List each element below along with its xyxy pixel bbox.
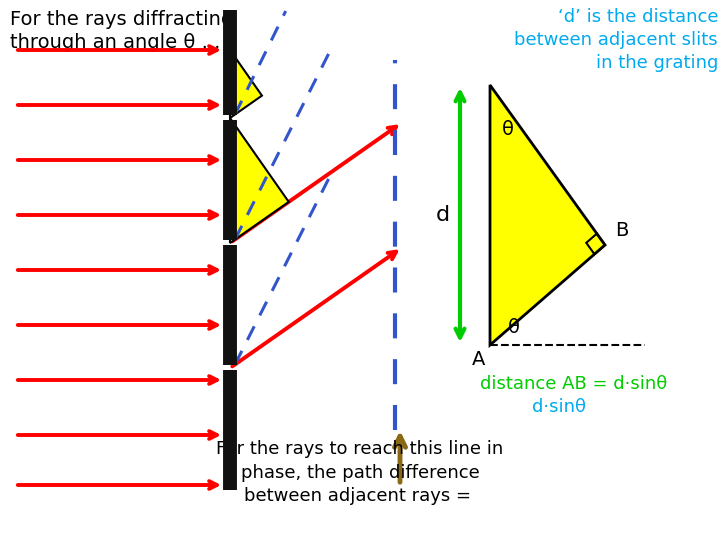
Text: θ: θ — [502, 120, 514, 139]
Polygon shape — [230, 50, 262, 118]
Text: B: B — [615, 221, 629, 240]
Text: ‘d’ is the distance
between adjacent slits
in the grating: ‘d’ is the distance between adjacent sli… — [514, 8, 718, 72]
Text: A: A — [472, 350, 485, 369]
Polygon shape — [230, 118, 289, 243]
Text: For the rays diffracting
through an angle θ ...: For the rays diffracting through an angl… — [10, 10, 233, 52]
Text: d: d — [436, 205, 450, 225]
Polygon shape — [490, 85, 605, 345]
Text: distance AB = d·sinθ: distance AB = d·sinθ — [480, 375, 667, 393]
Text: d·sinθ: d·sinθ — [532, 398, 586, 416]
Text: For the rays to reach this line in
phase, the path difference
between adjacent r: For the rays to reach this line in phase… — [217, 440, 503, 505]
Text: θ: θ — [508, 318, 520, 337]
